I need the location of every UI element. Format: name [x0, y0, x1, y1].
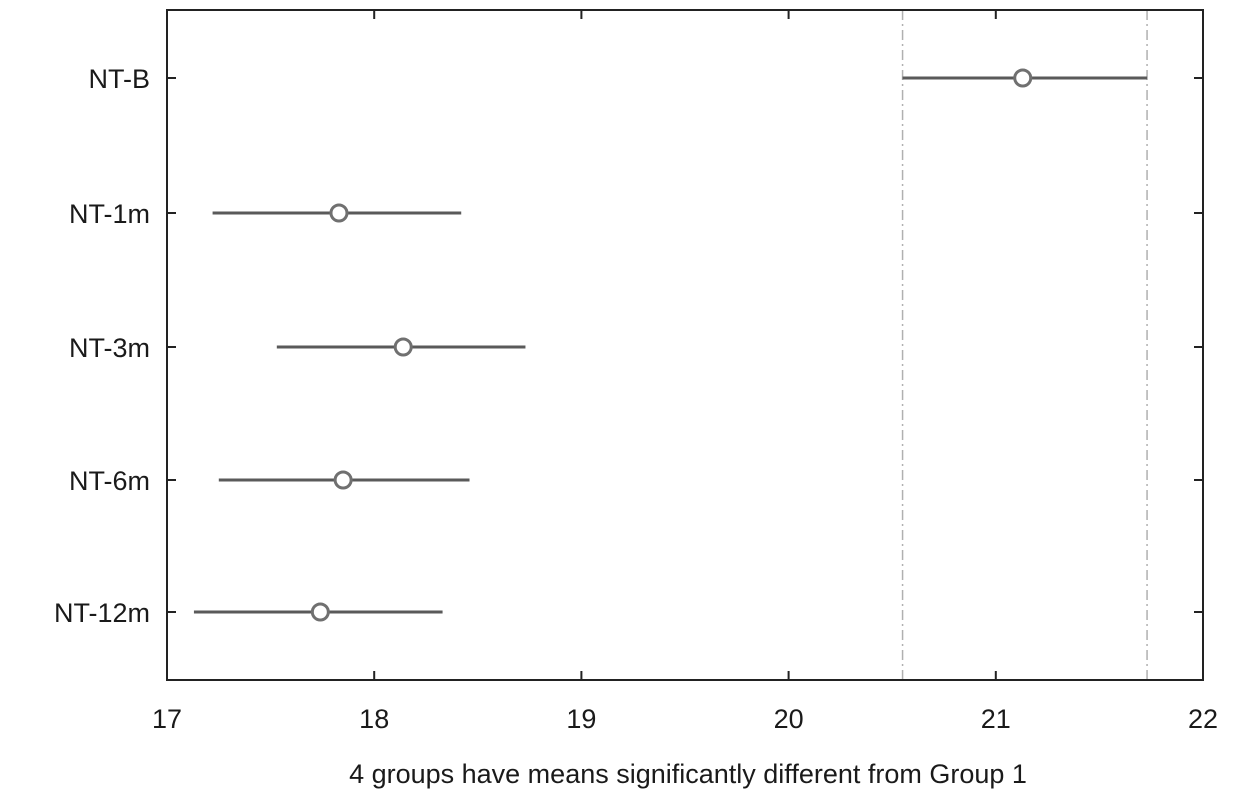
x-tick-label: 22 [1188, 704, 1218, 734]
y-tick-label: NT-3m [69, 333, 150, 363]
plot-frame [166, 9, 1204, 681]
y-tick-label: NT-1m [69, 199, 150, 229]
reference-lines [901, 10, 1148, 680]
y-tick-label: NT-B [88, 64, 150, 94]
mean-marker [310, 602, 330, 622]
y-tick-label: NT-12m [54, 598, 150, 628]
mean-marker [333, 470, 353, 490]
y-tick-label: NT-6m [69, 466, 150, 496]
x-tick-label: 20 [774, 704, 804, 734]
intervals [193, 68, 1148, 622]
mean-marker [329, 203, 349, 223]
x-tick-label: 17 [152, 704, 182, 734]
x-axis: 17 18 19 20 21 22 [152, 10, 1218, 734]
mean-marker [393, 337, 413, 357]
x-tick-label: 19 [566, 704, 596, 734]
x-axis-label: 4 groups have means significantly differ… [349, 759, 1027, 789]
x-tick-label: 21 [981, 704, 1011, 734]
x-tick-label: 18 [359, 704, 389, 734]
y-axis: NT-B NT-1m NT-3m NT-6m NT-12m [54, 64, 1203, 628]
mean-marker [1013, 68, 1033, 88]
